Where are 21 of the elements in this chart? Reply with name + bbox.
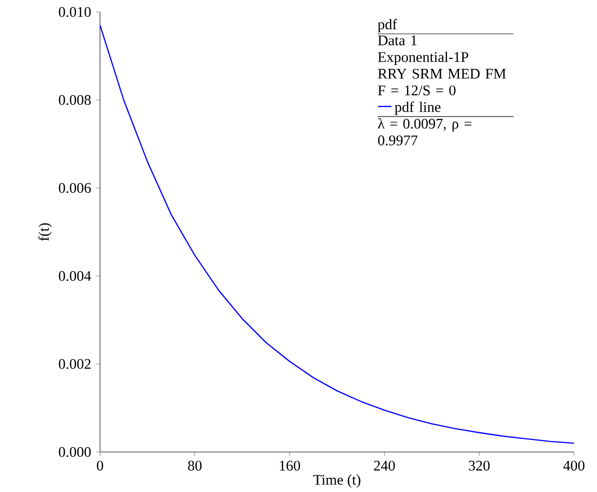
x-tick-label: 400 <box>563 460 584 471</box>
legend-label: pdf line <box>394 101 440 115</box>
annotation: Exponential-1P <box>378 52 468 65</box>
annotation: F = 12/S = 0 <box>378 85 456 96</box>
y-tick-label: 0.002 <box>58 358 90 369</box>
x-tick-label: 0 <box>96 460 104 471</box>
y-tick-label: 0.004 <box>58 270 92 281</box>
annotation: RRY SRM MED FM <box>378 68 506 79</box>
legend-title: pdf <box>378 18 398 32</box>
x-tick-label: 80 <box>188 460 202 471</box>
annotation: Data 1 <box>378 35 417 46</box>
y-tick-label: 0.006 <box>58 182 91 193</box>
x-axis-title: Time (t) <box>313 474 360 488</box>
y-tick-label: 0.000 <box>58 446 91 457</box>
y-tick-label: 0.008 <box>58 94 91 105</box>
y-tick-label: 0.010 <box>58 6 91 17</box>
x-tick-label: 160 <box>280 460 300 471</box>
annotation: λ = 0.0097, ρ = 0.9977 <box>378 118 472 146</box>
x-tick-label: 320 <box>468 460 490 471</box>
x-tick-label: 240 <box>374 460 395 471</box>
y-axis-title: f(t) <box>38 223 52 241</box>
